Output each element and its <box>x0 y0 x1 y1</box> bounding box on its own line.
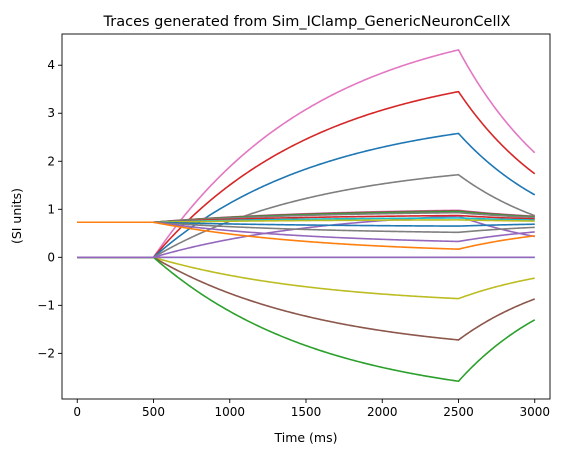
x-axis-ticks: 0 500 1000 1500 2000 2500 3000 <box>73 399 550 419</box>
x-tick-label: 0 <box>73 405 81 419</box>
series-line-19 <box>77 221 535 250</box>
series-lines <box>77 49 536 383</box>
y-tick-label: 1 <box>47 202 55 216</box>
chart-title: Traces generated from Sim_IClamp_Generic… <box>103 14 511 30</box>
x-tick-label: 2500 <box>443 405 474 419</box>
x-tick-label: 2000 <box>367 405 398 419</box>
y-tick-label: −2 <box>37 346 55 360</box>
x-tick-label: 3000 <box>519 405 550 419</box>
y-tick-label: 3 <box>47 106 55 120</box>
x-tick-label: 1500 <box>291 405 322 419</box>
y-axis-ticks: −2 −1 0 1 2 3 4 <box>37 58 62 360</box>
y-tick-label: −1 <box>37 298 55 312</box>
y-tick-label: 0 <box>47 250 55 264</box>
series-line-2 <box>77 132 536 259</box>
series-line-6 <box>77 256 535 300</box>
x-axis-label: Time (ms) <box>273 430 337 445</box>
y-tick-label: 4 <box>47 58 55 72</box>
y-axis-label: (SI units) <box>9 188 24 244</box>
x-tick-label: 500 <box>142 405 165 419</box>
series-line-8 <box>77 256 536 383</box>
series-line-7 <box>77 256 536 341</box>
x-tick-label: 1000 <box>214 405 245 419</box>
y-tick-label: 2 <box>47 154 55 168</box>
